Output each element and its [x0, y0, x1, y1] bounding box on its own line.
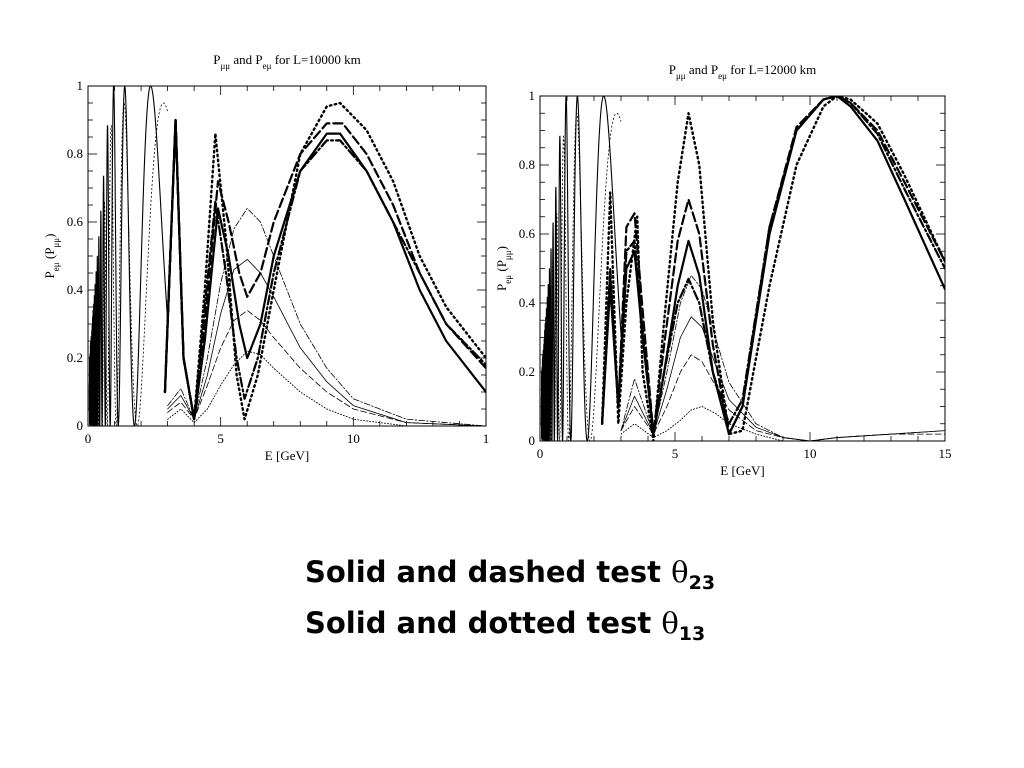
x-tick-label: 5: [672, 446, 679, 461]
y-axis-label: Peμ (Pμμ): [494, 246, 513, 291]
series-line-dashdot-thin: [167, 207, 486, 426]
caption-line2-text: Solid and dotted test: [305, 605, 662, 640]
x-tick-label: 10: [347, 431, 360, 446]
y-tick-label: 0.8: [67, 146, 83, 161]
y-tick-label: 0.2: [519, 364, 535, 379]
x-tick-label: 5: [217, 431, 224, 446]
x-tick-label: 15: [939, 446, 952, 461]
low-energy-oscillations-secondary: [88, 102, 168, 426]
series-line-dashed-thin: [620, 354, 945, 441]
series-line-dotted-thick: [600, 96, 945, 441]
y-tick-label: 0: [77, 418, 84, 433]
chart-svg: 0 5 10 15 0 0.2 0.4 0.6 0.8 1 Pμμ and Peμ for L=12…: [494, 62, 952, 478]
x-tick-label: 10: [804, 446, 817, 461]
y-tick-label: 0.2: [67, 350, 83, 365]
caption-line-theta23: Solid and dashed test θ23: [305, 552, 905, 603]
theta-symbol: θ: [661, 605, 679, 640]
theta-subscript: 23: [688, 571, 716, 594]
y-tick-label: 0.6: [67, 214, 84, 229]
chart-title: Pμμ and Peμ for L=12000 km: [669, 62, 817, 81]
x-axis-label: E [GeV]: [265, 448, 309, 463]
plot-area: [88, 86, 486, 426]
y-tick-label: 0.4: [67, 282, 84, 297]
plot-area: [540, 96, 945, 441]
series-line-solid-thin: [167, 258, 486, 426]
theta-symbol: θ: [671, 555, 689, 589]
series-line-solid-thick: [600, 96, 945, 436]
y-tick-label: 0: [529, 433, 536, 448]
y-tick-label: 0.8: [519, 157, 535, 172]
low-energy-oscillations-secondary: [540, 112, 622, 441]
chart-title: Pμμ and Peμ for L=10000 km: [213, 52, 361, 71]
series-line-dotted-thin: [620, 406, 945, 441]
x-tick-label: 0: [85, 431, 92, 446]
y-tick-label: 0.6: [519, 226, 536, 241]
chart-right-L12000: 0 5 10 15 0 0.2 0.4 0.6 0.8 1 Pμμ and Peμ for L=12…: [480, 58, 960, 493]
series-line-dotted-thin: [167, 350, 486, 426]
series-line-dashed-thin: [167, 309, 486, 426]
chart-left-L10000: 0 5 10 1 0 0.2 0.4 0.6 0.8 1 Pμμ and Peμ for L=100…: [30, 48, 500, 483]
x-axis-label: E [GeV]: [720, 463, 764, 478]
y-tick-label: 1: [77, 78, 84, 93]
series-line-dashdot-thin: [620, 274, 945, 441]
y-axis-label: Peμ (Pμμ): [42, 234, 61, 279]
caption-line1-text: Solid and dashed test: [305, 555, 672, 589]
caption: Solid and dashed test θ23 Solid and dott…: [305, 552, 905, 654]
y-tick-label: 0.4: [519, 295, 536, 310]
y-tick-label: 1: [529, 88, 536, 103]
theta-subscript: 13: [678, 622, 706, 645]
x-tick-label: 0: [537, 446, 544, 461]
x-tick-label: 1: [483, 431, 490, 446]
caption-line-theta13: Solid and dotted test θ13: [305, 603, 905, 654]
